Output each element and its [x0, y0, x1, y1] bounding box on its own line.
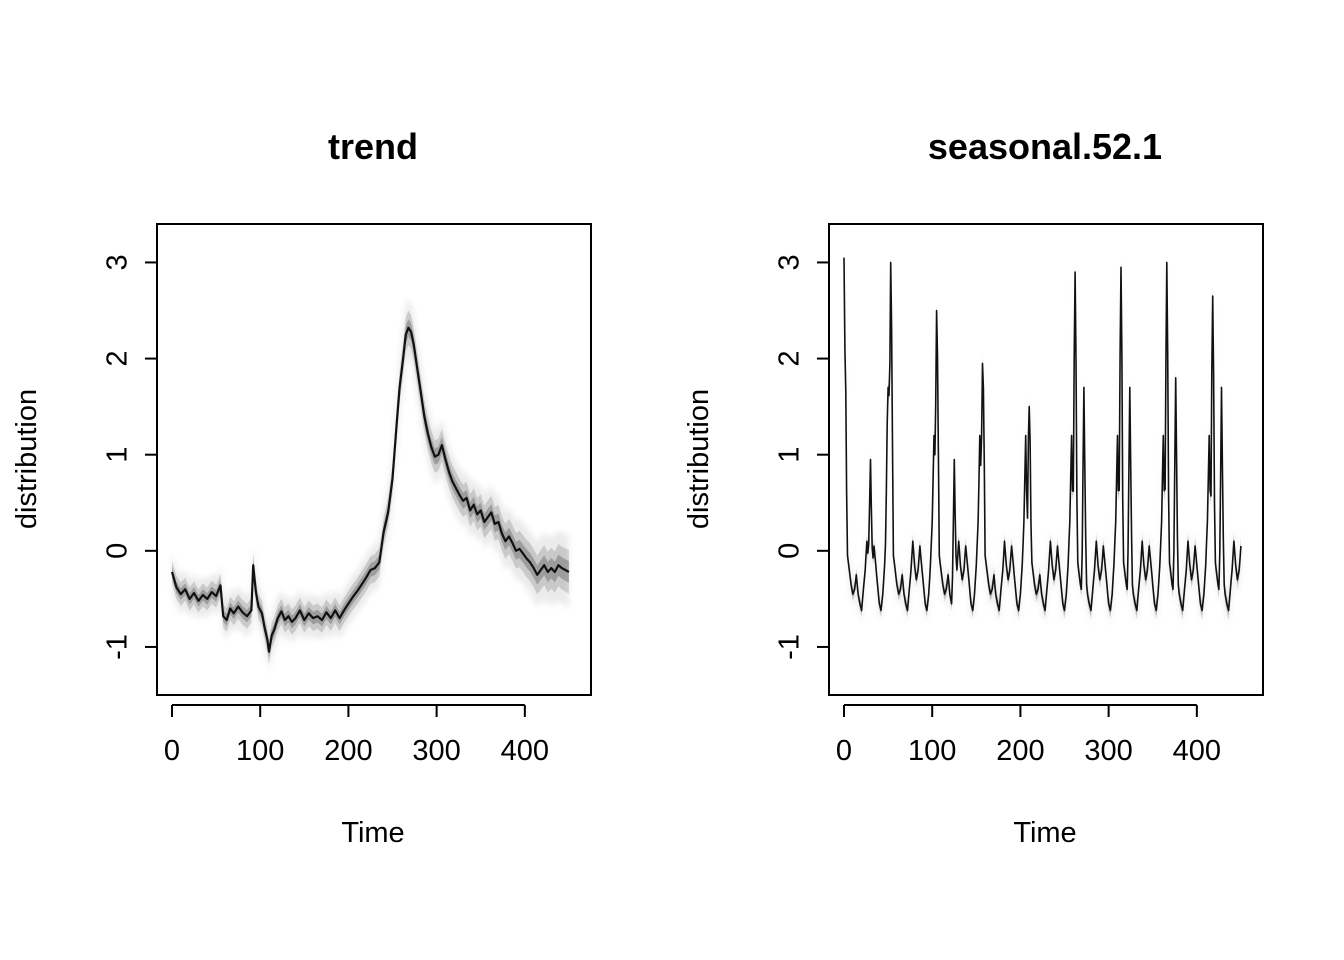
trend-x-tick-label: 200 — [324, 735, 372, 767]
trend-y-tick-label: 2 — [102, 351, 134, 367]
seasonal-x-tick-label: 300 — [1084, 735, 1132, 767]
seasonal-plot-frame — [828, 223, 1264, 696]
seasonal-y-tick-label: 2 — [774, 351, 806, 367]
trend-median-line — [170, 326, 570, 653]
trend-x-tick-label: 100 — [236, 735, 284, 767]
seasonal-band-layer-3 — [844, 254, 1241, 615]
seasonal-x-tick-label: 400 — [1173, 735, 1221, 767]
seasonal-band-layer-1 — [844, 246, 1241, 626]
trend-x-tick-label: 0 — [164, 735, 180, 767]
trend-y-axis: -1 0 1 2 3 — [102, 254, 158, 660]
seasonal-y-axis-label: distribution — [683, 389, 715, 529]
seasonal-y-tick-label: 0 — [774, 543, 806, 559]
seasonal-x-axis-label: Time — [1013, 817, 1076, 849]
trend-y-tick-label: 1 — [102, 447, 134, 463]
trend-plot-area — [170, 299, 570, 673]
trend-x-axis-label: Time — [341, 817, 404, 849]
trend-y-tick-label: 0 — [102, 543, 134, 559]
trend-x-tick-label: 400 — [501, 735, 549, 767]
seasonal-y-tick-label: 3 — [774, 254, 806, 270]
seasonal-uncertainty-band — [844, 246, 1241, 626]
seasonal-x-axis: 0 100 200 300 400 — [836, 704, 1221, 767]
trend-median-path — [170, 326, 570, 653]
trend-band-layer-3 — [172, 319, 569, 659]
trend-plot-frame — [156, 223, 592, 696]
trend-y-tick-label: -1 — [102, 634, 134, 660]
trend-panel: trend 0 100 200 300 400 -1 0 1 2 3 Time distribu… — [11, 126, 592, 849]
trend-y-tick-label: 3 — [102, 254, 134, 270]
trend-y-axis-label: distribution — [11, 389, 43, 529]
trend-x-tick-label: 300 — [412, 735, 460, 767]
seasonal-x-tick-label: 200 — [996, 735, 1044, 767]
seasonal-title: seasonal.52.1 — [928, 126, 1162, 167]
trend-title: trend — [328, 126, 418, 167]
seasonal-y-tick-label: 1 — [774, 447, 806, 463]
seasonal-median-path — [843, 257, 1242, 612]
seasonal-x-tick-label: 100 — [908, 735, 956, 767]
seasonal-y-tick-label: -1 — [774, 634, 806, 660]
seasonal-plot-area — [843, 246, 1242, 626]
seasonal-x-tick-label: 0 — [836, 735, 852, 767]
seasonal-y-axis: -1 0 1 2 3 — [774, 254, 830, 660]
seasonal-median-line — [843, 257, 1242, 612]
trend-uncertainty-band — [172, 299, 569, 673]
seasonal-band-layer-2 — [844, 250, 1241, 620]
trend-x-axis: 0 100 200 300 400 — [164, 704, 549, 767]
